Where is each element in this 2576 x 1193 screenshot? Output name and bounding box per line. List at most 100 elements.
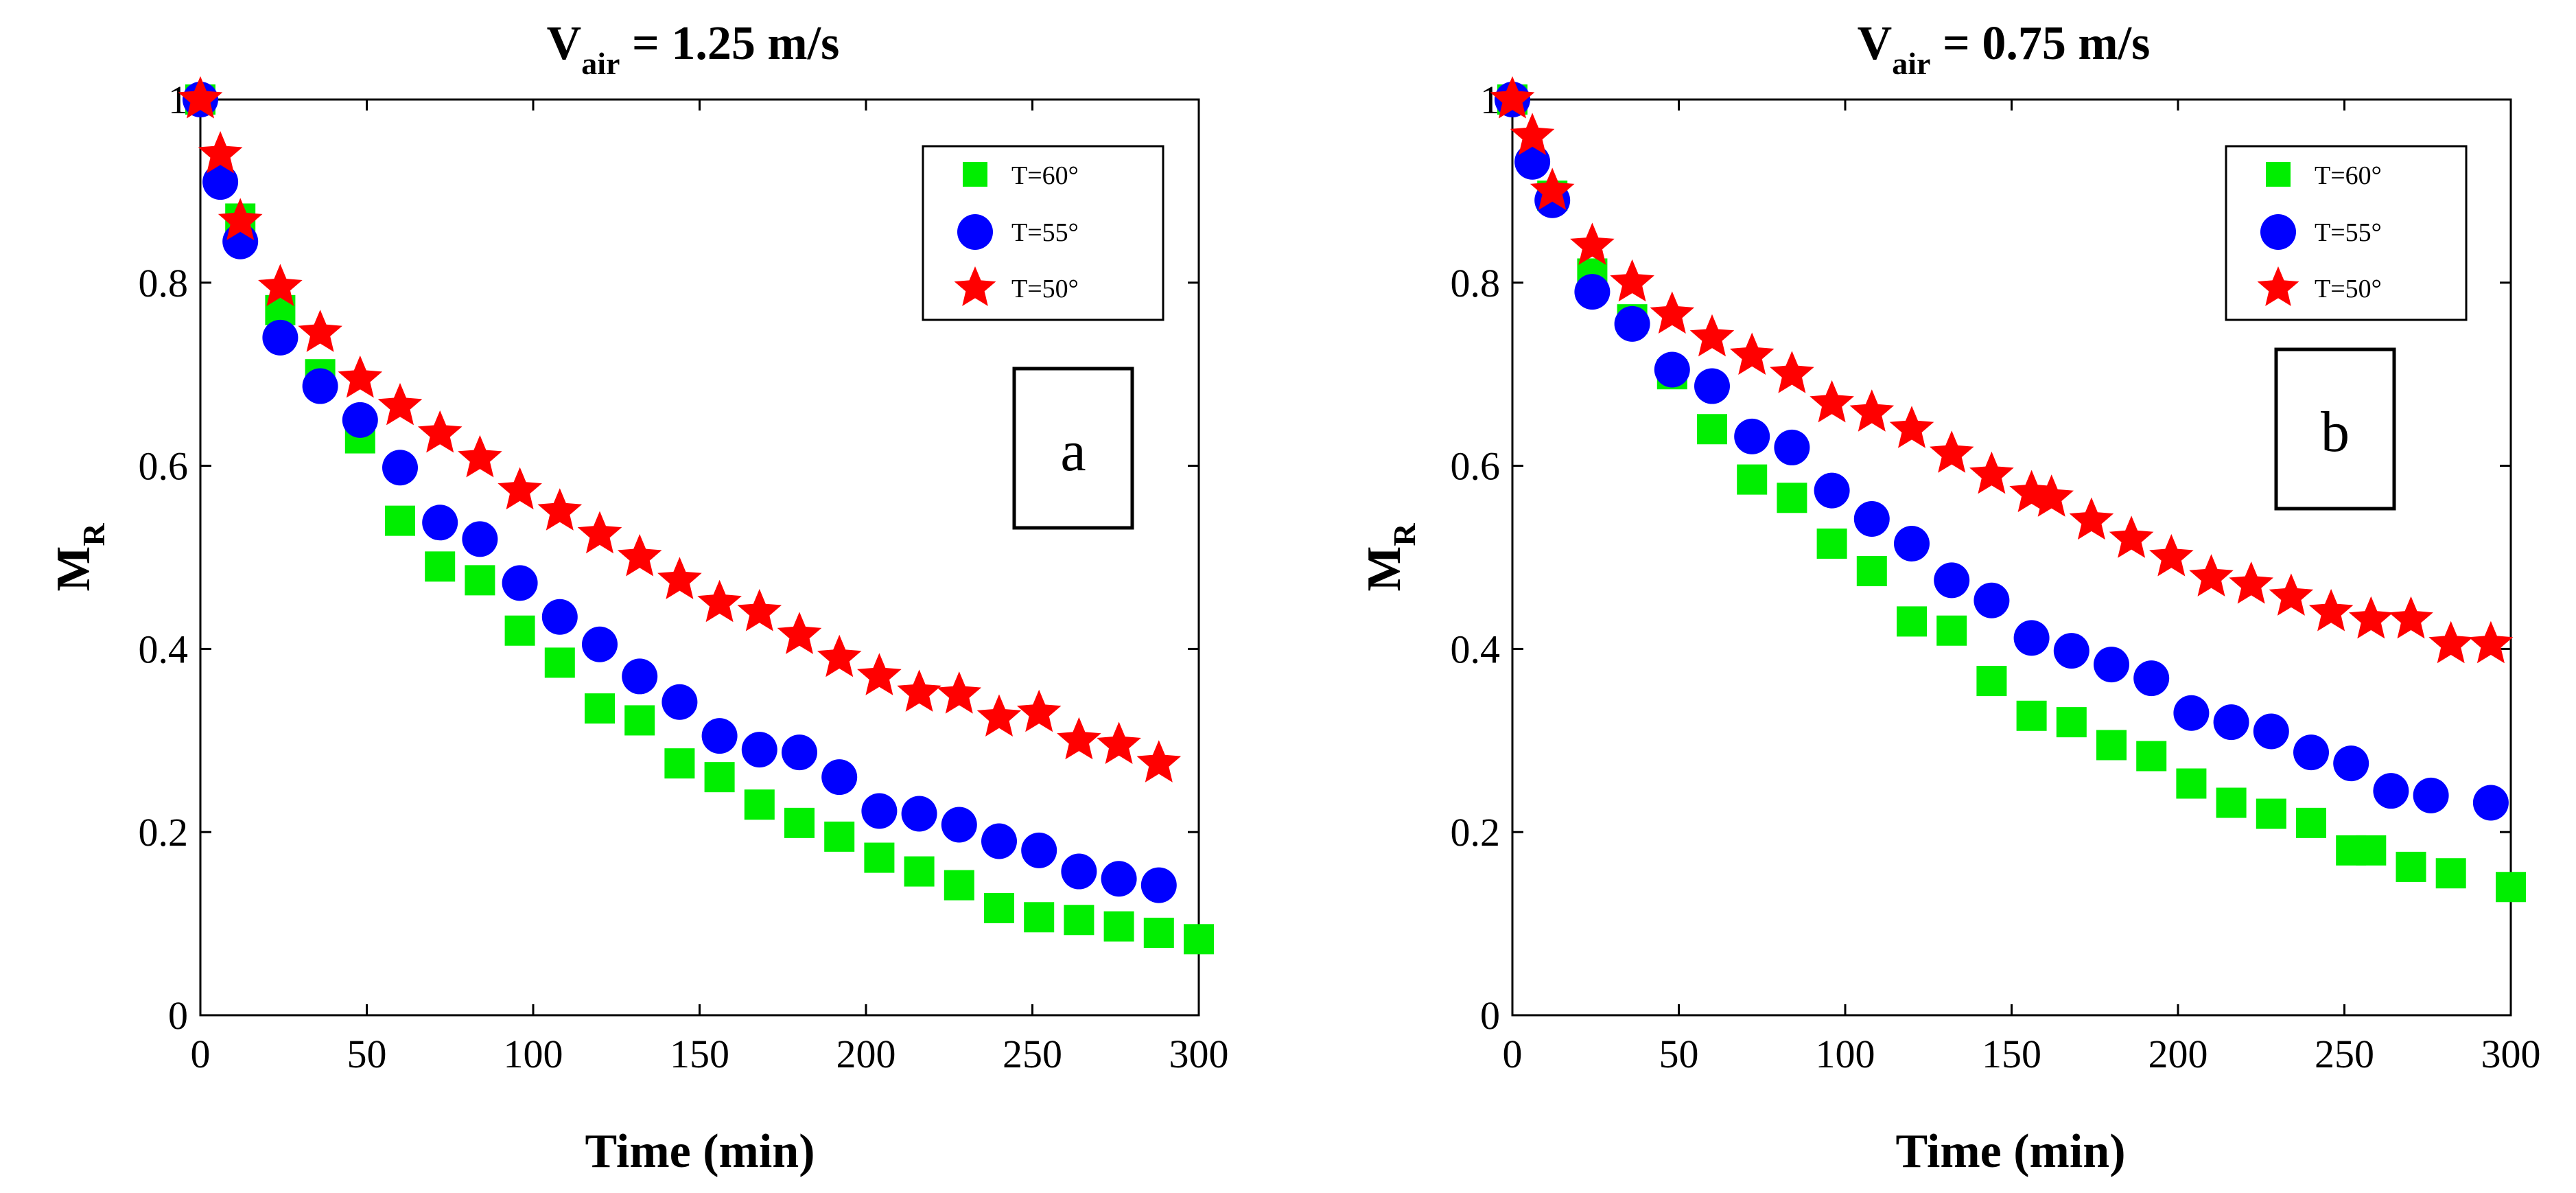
legend-label-t50-b: T=50° xyxy=(2315,275,2382,303)
y-axis-label-a: MR xyxy=(47,523,111,592)
data-point-circle xyxy=(1853,500,1890,537)
data-point-star xyxy=(218,198,263,240)
data-point-circle xyxy=(1974,582,2010,618)
data-point-square xyxy=(1697,414,1727,445)
x-tick-label-a: 250 xyxy=(1003,1032,1062,1076)
data-point-circle xyxy=(701,718,738,754)
data-point-circle xyxy=(741,732,777,768)
data-point-star xyxy=(2149,534,2194,577)
data-point-star xyxy=(897,669,941,712)
chart-title-main-b: V xyxy=(1858,17,1893,70)
data-point-square xyxy=(784,807,815,838)
data-point-star xyxy=(1016,689,1062,732)
data-point-star xyxy=(178,76,223,119)
data-point-star xyxy=(937,671,982,714)
data-point-square xyxy=(2356,835,2387,866)
data-point-circle xyxy=(2333,745,2369,782)
data-point-square xyxy=(2016,700,2047,731)
data-point-star xyxy=(617,534,662,577)
data-point-square xyxy=(425,551,456,582)
legend-marker-star-b xyxy=(2257,266,2299,306)
data-point-star xyxy=(377,382,423,426)
data-point-star xyxy=(697,579,742,623)
data-point-circle xyxy=(2253,713,2289,750)
data-point-circle xyxy=(2213,704,2249,741)
data-point-circle xyxy=(1934,562,1970,599)
data-point-circle xyxy=(1814,472,1850,509)
panel-annotation-a: a xyxy=(1012,367,1134,530)
data-point-square xyxy=(2096,730,2127,761)
data-point-square xyxy=(904,856,935,887)
data-point-square xyxy=(664,748,695,779)
x-tick-label-b: 250 xyxy=(2315,1032,2374,1076)
chart-title-subscript-a: air xyxy=(581,46,620,81)
data-point-circle xyxy=(1061,853,1097,890)
y-axis-label-subscript-a: R xyxy=(76,523,111,546)
data-point-circle xyxy=(582,626,618,662)
x-axis-label-a: Time (min) xyxy=(585,1125,815,1178)
legend-label-t55-b: T=55° xyxy=(2315,218,2382,247)
data-point-circle xyxy=(941,807,977,843)
data-point-circle xyxy=(422,505,458,541)
data-point-circle xyxy=(1574,274,1611,310)
data-point-star xyxy=(1770,351,1814,393)
data-point-star xyxy=(1057,717,1101,760)
data-point-star xyxy=(298,310,342,352)
chart-title-rest-a: = 1.25 m/s xyxy=(620,17,839,70)
data-point-square xyxy=(504,615,535,646)
data-point-square xyxy=(864,842,895,873)
data-point-star xyxy=(1689,314,1735,357)
data-series-b xyxy=(1490,76,2526,903)
chart-title-a: Vair = 1.25 m/s xyxy=(547,17,840,81)
data-point-circle xyxy=(382,450,418,486)
data-point-square xyxy=(1936,615,1967,646)
data-point-square xyxy=(385,505,415,536)
data-point-circle xyxy=(541,599,578,635)
chart-title-main-a: V xyxy=(547,17,582,70)
legend-marker-star-a xyxy=(954,266,996,306)
series-circle-a xyxy=(183,82,1177,903)
data-point-star xyxy=(817,634,862,677)
data-point-circle xyxy=(2173,695,2210,731)
data-point-square xyxy=(984,892,1014,923)
data-point-star xyxy=(976,694,1022,737)
annotation-label-b: b xyxy=(2321,400,2350,464)
x-tick-label-b: 150 xyxy=(1982,1032,2041,1076)
data-point-circle xyxy=(302,368,338,404)
data-point-square xyxy=(624,705,655,736)
data-series-a xyxy=(178,76,1214,955)
data-point-star xyxy=(1969,451,2014,494)
data-point-square xyxy=(2216,787,2247,818)
data-point-square xyxy=(544,647,575,678)
annotation-label-a: a xyxy=(1060,419,1086,483)
x-tick-label-b: 0 xyxy=(1503,1032,1523,1076)
data-point-square xyxy=(2256,798,2286,829)
series-star-a xyxy=(178,76,1182,783)
data-point-star xyxy=(2069,497,2114,540)
data-point-circle xyxy=(1101,861,1137,897)
data-point-square xyxy=(2056,707,2087,738)
legend-label-t60-b: T=60° xyxy=(2315,161,2382,190)
data-point-star xyxy=(737,589,782,632)
data-point-square xyxy=(1143,917,1174,948)
data-point-star xyxy=(2428,621,2473,664)
y-tick-label-b: 0.8 xyxy=(1451,261,1501,305)
data-point-circle xyxy=(1894,525,1930,561)
data-point-square xyxy=(744,789,775,820)
data-point-square xyxy=(2435,858,2466,889)
data-point-circle xyxy=(861,793,898,829)
data-point-star xyxy=(1490,76,1535,119)
data-point-circle xyxy=(821,759,858,796)
y-tick-label-b: 0.2 xyxy=(1451,810,1501,855)
legend-a: T=60° T=55° T=50° xyxy=(922,145,1164,321)
data-point-star xyxy=(2029,474,2074,517)
data-point-square xyxy=(465,565,495,596)
data-point-circle xyxy=(202,164,239,200)
data-point-circle xyxy=(1694,368,1730,404)
data-point-star xyxy=(2109,516,2154,558)
data-point-circle xyxy=(2133,660,2170,697)
chart-title-rest-b: = 0.75 m/s xyxy=(1930,17,2150,70)
